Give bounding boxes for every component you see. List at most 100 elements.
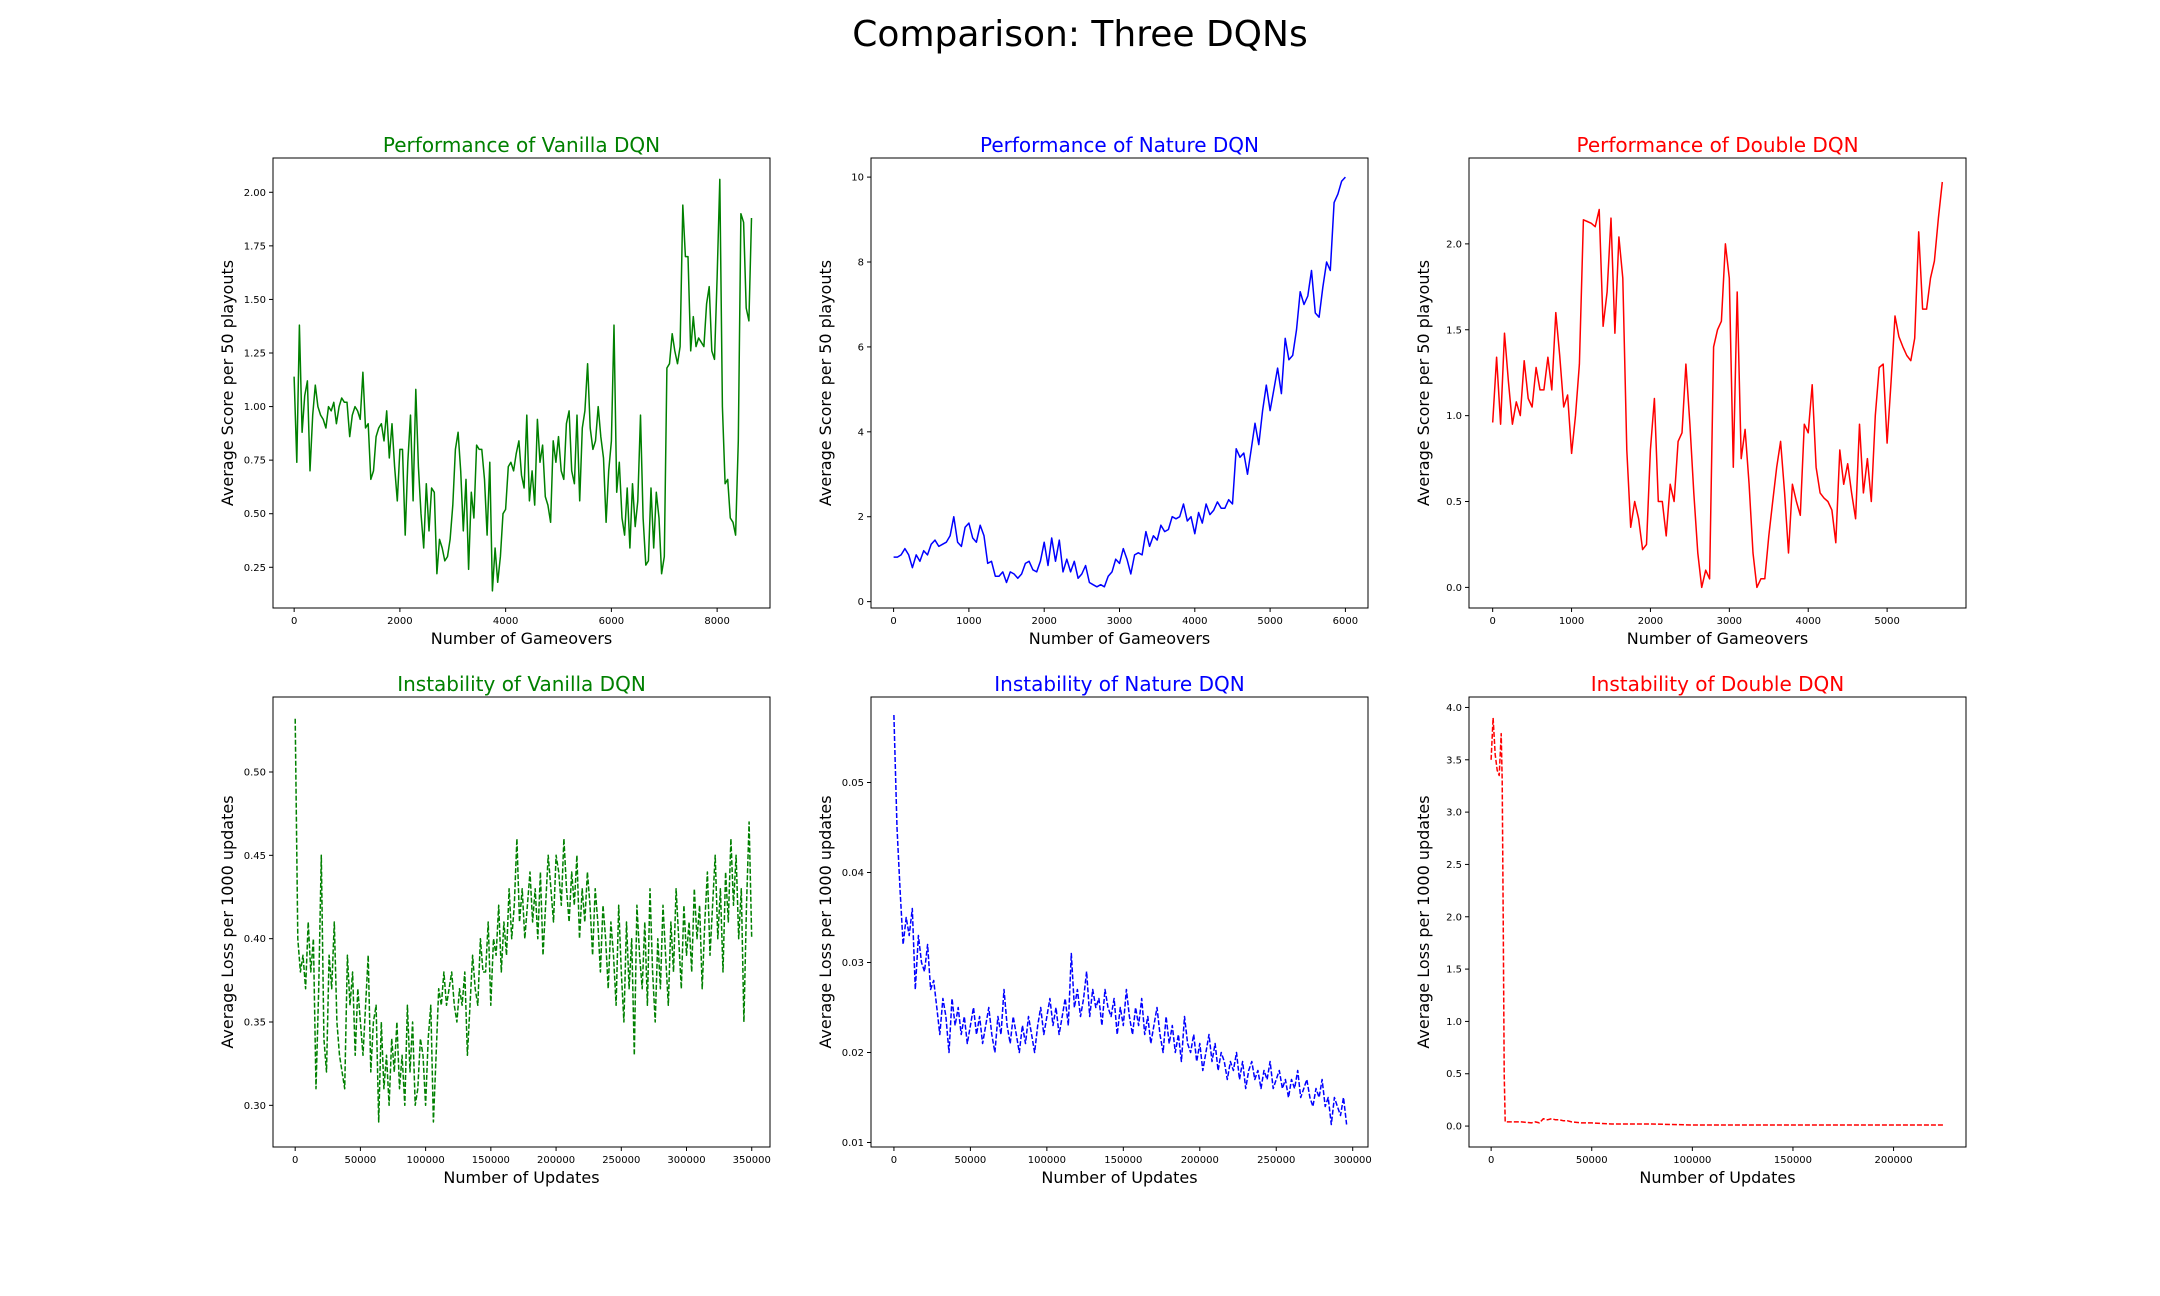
y-tick-label: 0.75 [244,456,266,467]
chart-title: Instability of Nature DQN [994,672,1244,696]
y-tick-label: 0.0 [1446,1122,1462,1133]
x-tick-label: 50000 [954,1155,986,1166]
plot-frame [272,157,771,609]
x-tick-label: 6000 [599,616,624,627]
x-tick-label: 4000 [493,616,518,627]
y-axis-label: Average Loss per 1000 updates [1414,795,1433,1048]
chart-vanilla-loss: 0 50000 100000 150000 200000 250000 300000 3500… [218,672,771,1187]
y-tick-label: 0.01 [842,1138,864,1149]
series-line-nature-loss-0 [893,714,1348,1126]
y-tick-label: 1.75 [244,241,266,252]
y-tick-label: 1.25 [244,349,266,360]
x-tick-label: 0 [1488,1155,1494,1166]
y-tick-label: 0.5 [1446,497,1462,508]
chart-vanilla-perf: 0 2000 4000 6000 8000 0.25 0.50 0.75 1.00 1.25 1.5… [218,133,771,648]
x-tick-label: 50000 [1576,1155,1608,1166]
x-tick-label: 100000 [1673,1155,1711,1166]
y-tick-label: 3.5 [1446,755,1462,766]
x-tick-label: 0 [890,616,896,627]
y-tick-label: 0.45 [244,851,266,862]
y-tick-label: 1.0 [1446,411,1462,422]
plot-frame [1468,157,1967,609]
y-tick-label: 1.0 [1446,1017,1462,1028]
chart-title: Performance of Vanilla DQN [383,133,660,157]
y-tick-label: 8 [858,258,864,269]
y-axis-label: Average Score per 50 playouts [1414,260,1433,506]
y-tick-label: 0.50 [244,768,266,779]
x-tick-label: 350000 [733,1155,771,1166]
x-tick-label: 1000 [1559,616,1584,627]
y-tick-label: 0.03 [842,958,864,969]
y-tick-label: 0.40 [244,934,266,945]
y-tick-label: 2 [858,512,864,523]
y-axis-label: Average Loss per 1000 updates [218,795,237,1048]
x-tick-label: 6000 [1333,616,1358,627]
y-tick-label: 0.02 [842,1048,864,1059]
x-tick-label: 0 [292,1155,298,1166]
x-tick-label: 4000 [1795,616,1820,627]
chart-title: Instability of Double DQN [1591,672,1844,696]
x-tick-label: 50000 [344,1155,376,1166]
x-tick-label: 2000 [387,616,412,627]
plot-frame [272,696,771,1148]
y-axis-label: Average Score per 50 playouts [218,260,237,506]
x-axis-label: Number of Updates [443,1168,599,1187]
figure-title: Comparison: Three DQNs [852,14,1308,55]
x-tick-label: 200000 [1874,1155,1912,1166]
x-tick-label: 2000 [1638,616,1663,627]
x-axis-label: Number of Updates [1639,1168,1795,1187]
y-tick-label: 2.0 [1446,912,1462,923]
x-axis-label: Number of Gameovers [1029,629,1211,648]
y-tick-label: 0.30 [244,1101,266,1112]
y-tick-label: 0.5 [1446,1069,1462,1080]
x-tick-label: 250000 [602,1155,640,1166]
y-tick-label: 0.50 [244,509,266,520]
plot-frame [870,696,1369,1148]
x-tick-label: 5000 [1874,616,1899,627]
x-tick-label: 2000 [1031,616,1056,627]
chart-title: Performance of Double DQN [1576,133,1858,157]
plot-frame [1468,696,1967,1148]
x-tick-label: 100000 [1028,1155,1066,1166]
y-tick-label: 3.0 [1446,808,1462,819]
y-tick-label: 10 [851,173,864,184]
chart-double-perf: 0 1000 2000 3000 4000 5000 0.0 0.5 1.0 1.5 2.0 Perf… [1414,133,1967,648]
y-axis-label: Average Loss per 1000 updates [816,795,835,1048]
y-tick-label: 2.5 [1446,860,1462,871]
x-tick-label: 150000 [472,1155,510,1166]
y-tick-label: 2.00 [244,188,266,199]
x-tick-label: 4000 [1182,616,1207,627]
y-tick-label: 4.0 [1446,703,1462,714]
series-line-double-loss-0 [1490,717,1944,1126]
x-tick-label: 150000 [1774,1155,1812,1166]
x-axis-label: Number of Gameovers [1627,629,1809,648]
x-tick-label: 100000 [407,1155,445,1166]
series-line-double-perf-0 [1491,181,1944,589]
y-tick-label: 1.50 [244,295,266,306]
x-tick-label: 3000 [1107,616,1132,627]
x-tick-label: 0 [891,1155,897,1166]
x-tick-label: 300000 [1334,1155,1372,1166]
chart-title: Instability of Vanilla DQN [397,672,646,696]
y-tick-label: 0.35 [244,1018,266,1029]
x-tick-label: 3000 [1717,616,1742,627]
x-axis-label: Number of Updates [1041,1168,1197,1187]
chart-nature-perf: 0 1000 2000 3000 4000 5000 6000 0 2 4 6 8 10 Performa… [816,133,1369,648]
series-line-nature-perf-0 [893,176,1346,588]
plot-frame [870,157,1369,609]
y-tick-label: 0.0 [1446,583,1462,594]
x-tick-label: 8000 [704,616,729,627]
x-tick-label: 250000 [1257,1155,1295,1166]
y-tick-label: 0 [858,597,864,608]
x-axis-label: Number of Gameovers [431,629,613,648]
y-axis-label: Average Score per 50 playouts [816,260,835,506]
y-tick-label: 1.00 [244,402,266,413]
y-tick-label: 6 [858,342,864,353]
y-tick-label: 0.25 [244,563,266,574]
x-tick-label: 1000 [956,616,981,627]
series-line-vanilla-perf-0 [293,178,753,592]
y-tick-label: 0.04 [842,868,864,879]
y-tick-label: 1.5 [1446,965,1462,976]
chart-title: Performance of Nature DQN [980,133,1259,157]
